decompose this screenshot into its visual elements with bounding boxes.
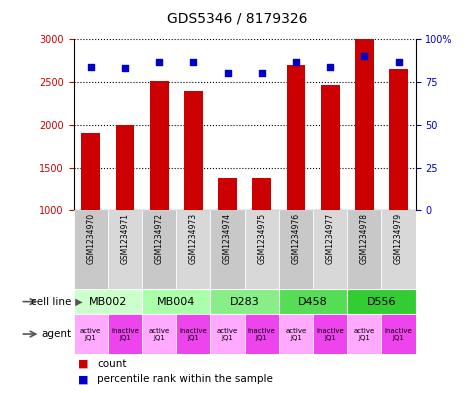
Bar <box>347 289 416 314</box>
Point <box>361 53 368 59</box>
Text: GSM1234977: GSM1234977 <box>326 213 334 264</box>
Text: GSM1234975: GSM1234975 <box>257 213 266 264</box>
Point <box>224 70 231 77</box>
Bar <box>355 39 374 210</box>
Text: D556: D556 <box>367 297 396 307</box>
Text: active
JQ1: active JQ1 <box>354 327 375 341</box>
Bar <box>313 314 347 354</box>
Text: GSM1234974: GSM1234974 <box>223 213 232 264</box>
Bar <box>389 69 408 210</box>
Text: D458: D458 <box>298 297 328 307</box>
Bar <box>252 178 271 210</box>
Text: GSM1234979: GSM1234979 <box>394 213 403 264</box>
Bar <box>279 210 313 289</box>
Text: inactive
JQ1: inactive JQ1 <box>180 327 207 341</box>
Bar <box>279 314 313 354</box>
Text: agent: agent <box>41 329 71 339</box>
Text: inactive
JQ1: inactive JQ1 <box>248 327 276 341</box>
Bar <box>313 210 347 289</box>
Bar <box>142 210 176 289</box>
Text: ■: ■ <box>78 374 89 384</box>
Bar <box>142 289 210 314</box>
Bar <box>347 314 381 354</box>
Text: D283: D283 <box>230 297 259 307</box>
Text: MB004: MB004 <box>157 297 195 307</box>
Text: MB002: MB002 <box>89 297 127 307</box>
Bar <box>210 210 245 289</box>
Text: count: count <box>97 358 127 369</box>
Bar <box>150 81 169 210</box>
Point <box>190 59 197 65</box>
Text: cell line: cell line <box>31 297 71 307</box>
Text: GSM1234970: GSM1234970 <box>86 213 95 264</box>
Bar <box>286 65 305 210</box>
Text: GDS5346 / 8179326: GDS5346 / 8179326 <box>167 12 308 26</box>
Text: GSM1234976: GSM1234976 <box>292 213 300 264</box>
Text: active
JQ1: active JQ1 <box>80 327 101 341</box>
Bar <box>74 314 108 354</box>
Point <box>292 59 300 65</box>
Bar <box>210 289 279 314</box>
Text: inactive
JQ1: inactive JQ1 <box>111 327 139 341</box>
Bar <box>184 90 203 210</box>
Text: GSM1234971: GSM1234971 <box>121 213 129 264</box>
Bar <box>142 314 176 354</box>
Bar <box>381 210 416 289</box>
Bar <box>176 210 210 289</box>
Bar <box>279 289 347 314</box>
Text: GSM1234973: GSM1234973 <box>189 213 198 264</box>
Text: percentile rank within the sample: percentile rank within the sample <box>97 374 273 384</box>
Bar <box>108 210 142 289</box>
Bar <box>218 178 237 210</box>
Point <box>87 64 95 70</box>
Point <box>395 59 402 65</box>
Bar <box>74 210 108 289</box>
Point <box>155 59 163 65</box>
Point <box>258 70 266 77</box>
Bar <box>321 85 340 210</box>
Bar <box>115 125 134 210</box>
Bar <box>210 314 245 354</box>
Text: inactive
JQ1: inactive JQ1 <box>316 327 344 341</box>
Text: active
JQ1: active JQ1 <box>285 327 306 341</box>
Text: ■: ■ <box>78 358 89 369</box>
Text: GSM1234972: GSM1234972 <box>155 213 163 264</box>
Bar <box>81 133 100 210</box>
Bar <box>176 314 210 354</box>
Bar <box>74 289 142 314</box>
Text: active
JQ1: active JQ1 <box>149 327 170 341</box>
Bar <box>245 210 279 289</box>
Point <box>121 65 129 72</box>
Text: ▶: ▶ <box>72 297 82 307</box>
Text: GSM1234978: GSM1234978 <box>360 213 369 264</box>
Bar <box>381 314 416 354</box>
Bar <box>108 314 142 354</box>
Text: inactive
JQ1: inactive JQ1 <box>385 327 412 341</box>
Bar <box>245 314 279 354</box>
Bar <box>347 210 381 289</box>
Text: active
JQ1: active JQ1 <box>217 327 238 341</box>
Point <box>326 64 334 70</box>
